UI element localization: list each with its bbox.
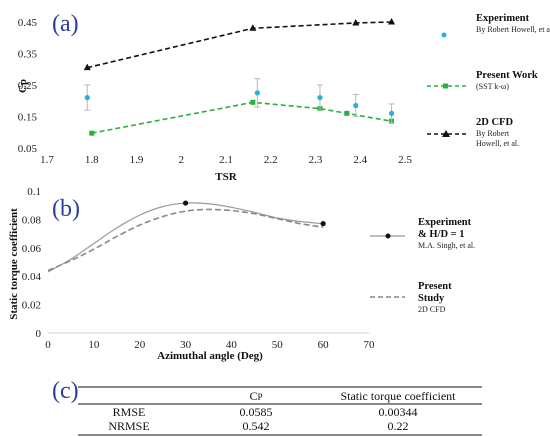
panel-b-y-tick-4: 0.08: [22, 214, 42, 226]
series-experiment-point-3: [353, 102, 359, 109]
panel-b-y-axis-title: Static torque coefficient: [8, 208, 20, 320]
panel-b-x-tick-3: 30: [180, 339, 192, 351]
series-2d-cfd-point-2: [352, 18, 360, 26]
panel-a-x-tick-2: 1.9: [130, 154, 144, 166]
panel-a-x-tick-7: 2.4: [353, 154, 367, 166]
series-experiment-b-point-1: [320, 221, 326, 227]
table-row-1-label: RMSE: [113, 405, 146, 419]
panel-a-x-tick-8: 2.5: [398, 154, 412, 166]
series-2d-cfd-point-1: [249, 24, 257, 31]
legend-present-study-label: Present: [418, 281, 452, 292]
panel-a-marks: [83, 18, 396, 136]
panel-a-x-tick-6: 2.3: [309, 154, 323, 166]
legend-present-work-note: (SST k-ω): [476, 82, 509, 91]
table-row-2-static-torque: 0.22: [388, 419, 409, 433]
panel-label-b: (b): [52, 196, 80, 222]
series-experiment-b-point-0: [182, 200, 189, 206]
panel-b-x-tick-5: 50: [272, 339, 284, 351]
legend-experiment-b-note: M.A. Singh, et al.: [418, 241, 475, 250]
panel-b-y-tick-2: 0.04: [22, 271, 42, 283]
panel-b-x-tick-labels: 0 10 20 30 40 50 60 70: [45, 339, 375, 351]
panel-b-y-tick-1: 0.02: [22, 300, 41, 312]
series-2d-cfd-line: [87, 21, 392, 69]
legend-experiment-b-marker: [385, 233, 391, 239]
series-experiment-point-0: [84, 95, 90, 101]
table-row-2-label: NRMSE: [108, 419, 149, 433]
legend-2d-cfd-note: By Robert: [476, 129, 510, 138]
legend-2d-cfd-label: 2D CFD: [476, 117, 513, 128]
panel-b-y-tick-5: 0.1: [27, 186, 41, 198]
table-row-1-static-torque: 0.00344: [379, 405, 418, 419]
table-header-cp: CP: [249, 389, 262, 403]
panel-a-x-tick-1: 1.8: [85, 154, 99, 166]
legend-present-study-label-2: Study: [418, 293, 445, 304]
legend-present-study-note: 2D CFD: [418, 305, 446, 314]
series-2d-cfd-point-0: [83, 63, 91, 71]
panel-a-legend: Experiment By Robert Howell, et al. Pres…: [427, 13, 550, 148]
table-row-2-cp: 0.542: [243, 419, 270, 433]
panel-a-y-tick-1: 0.15: [18, 112, 38, 124]
table-row-1-cp: 0.0585: [240, 405, 273, 419]
legend-present-work-label: Present Work: [476, 70, 538, 81]
series-experiment-point-1: [254, 90, 260, 96]
series-present-work-point-1: [250, 99, 256, 105]
panel-a-y-tick-3: 0.35: [18, 49, 38, 61]
legend-experiment-b-label: Experiment: [418, 217, 472, 228]
panel-a-y-axis-title: Cp: [17, 79, 29, 93]
panel-a-y-tick-labels: 0.05 0.15 0.25 0.35 0.45: [18, 17, 38, 155]
panel-b-x-tick-7: 70: [364, 339, 376, 351]
panel-a-x-tick-3: 2: [179, 154, 185, 166]
series-experiment-point-4: [388, 110, 395, 116]
legend-experiment-a-label: Experiment: [476, 13, 530, 24]
panel-a-x-axis-title: TSR: [215, 171, 237, 183]
panel-a-x-tick-0: 1.7: [40, 154, 54, 166]
panel-label-a: (a): [52, 11, 79, 37]
panel-a-y-tick-0: 0.05: [18, 143, 38, 155]
panel-c-table: (c) CP Static torque coefficient RMSE 0.…: [52, 378, 482, 436]
panel-a-x-tick-labels: 1.7 1.8 1.9 2 2.1 2.2 2.3 2.4 2.5: [40, 154, 412, 166]
series-present-work-line: [91, 101, 392, 134]
panel-b-legend: Experiment & H/D = 1 M.A. Singh, et al. …: [370, 217, 475, 314]
panel-a-y-tick-2: 0.25: [18, 80, 38, 92]
legend-experiment-b-label-2: & H/D = 1: [418, 229, 465, 240]
panel-b-y-tick-labels: 0 0.02 0.04 0.06 0.08 0.1: [22, 186, 42, 340]
panel-label-c: (c): [52, 378, 79, 404]
panel-b-chart: (b) Static torque coefficient Azimuthal …: [8, 186, 475, 362]
series-experiment-b-line: [47, 202, 324, 273]
legend-2d-cfd-note-2: Howell, et al.: [476, 139, 519, 148]
panel-b-x-tick-2: 20: [134, 339, 146, 351]
panel-b-marks: [47, 200, 326, 273]
panel-b-x-tick-0: 0: [45, 339, 51, 351]
panel-b-x-axis-title: Azimuthal angle (Deg): [157, 350, 263, 362]
panel-a-x-tick-5: 2.2: [264, 154, 278, 166]
table-header-static-torque: Static torque coefficient: [340, 389, 456, 403]
legend-experiment-a-marker: [441, 32, 447, 38]
series-present-work-point-0: [89, 130, 95, 136]
legend-present-work-marker: [443, 83, 448, 89]
series-present-work-point-3: [344, 110, 350, 116]
panel-b-x-tick-4: 40: [226, 339, 238, 351]
series-experiment-point-2: [317, 95, 323, 101]
panel-b-x-tick-1: 10: [88, 339, 100, 351]
legend-2d-cfd-marker: [442, 130, 450, 137]
panel-a-chart: (a) Cp TSR 1.7 1.8 1.9 2 2.1 2.2 2.3 2.4 2.5 0.0…: [17, 11, 550, 183]
panel-a-y-tick-4: 0.45: [18, 17, 38, 29]
panel-a-x-tick-4: 2.1: [219, 154, 233, 166]
series-present-study-line: [47, 208, 324, 272]
series-2d-cfd-point-3: [388, 18, 396, 25]
legend-experiment-a-note: By Robert Howell, et al.: [476, 25, 550, 34]
panel-b-y-tick-3: 0.06: [22, 243, 42, 255]
panel-b-y-tick-0: 0: [36, 328, 42, 340]
panel-b-x-tick-6: 60: [318, 339, 330, 351]
